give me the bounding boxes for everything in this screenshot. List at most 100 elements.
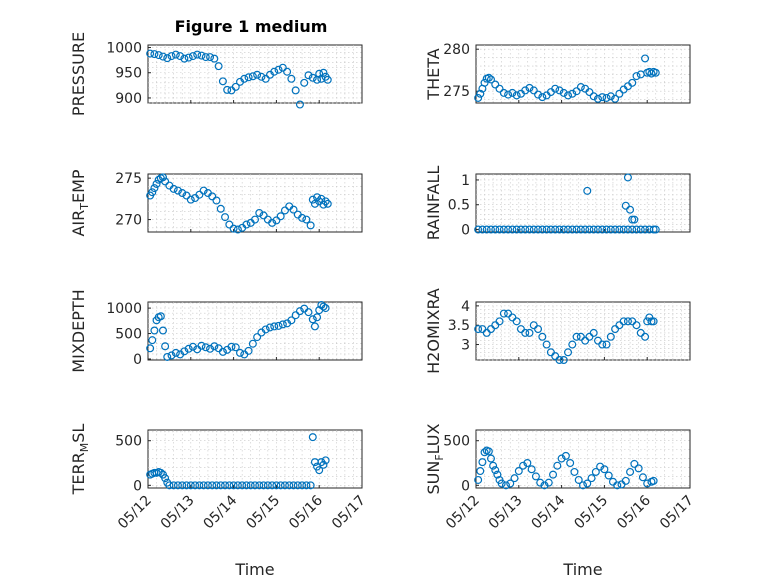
- data-point: [319, 302, 328, 311]
- data-point: [484, 73, 493, 82]
- data-point: [508, 225, 517, 234]
- data-point: [313, 313, 322, 322]
- x-tick-label: 05/16: [614, 492, 654, 532]
- data-point: [574, 475, 583, 484]
- y-axis-label: SUNFLUX: [424, 423, 446, 494]
- data-point: [504, 225, 513, 234]
- data-point: [313, 193, 322, 202]
- data-point: [508, 88, 517, 97]
- data-point: [161, 474, 170, 483]
- data-point: [480, 448, 489, 457]
- data-point: [195, 190, 204, 199]
- data-point: [208, 481, 217, 490]
- data-point: [561, 451, 570, 460]
- data-point: [289, 481, 298, 490]
- data-point: [293, 481, 302, 490]
- y-tick-label: 3.5: [448, 318, 470, 334]
- data-point: [156, 468, 165, 477]
- data-point: [180, 347, 189, 356]
- data-point: [265, 323, 274, 332]
- y-tick-label: 0: [461, 478, 470, 494]
- data-point: [225, 481, 234, 490]
- data-point: [304, 308, 313, 317]
- data-point: [557, 454, 566, 463]
- data-point: [171, 348, 180, 357]
- data-point: [626, 467, 635, 476]
- data-point: [163, 54, 172, 63]
- data-point: [171, 50, 180, 59]
- data-point: [156, 312, 165, 321]
- data-point: [276, 481, 285, 490]
- data-point: [529, 86, 538, 95]
- data-point: [482, 225, 491, 234]
- data-point: [231, 343, 240, 352]
- y-tick-label: 3: [461, 338, 470, 354]
- data-point: [572, 332, 581, 341]
- data-point: [197, 51, 206, 60]
- data-point: [188, 52, 197, 61]
- data-point: [229, 481, 238, 490]
- data-point: [589, 225, 598, 234]
- data-point: [268, 481, 277, 490]
- data-point: [495, 84, 504, 93]
- data-point: [553, 461, 562, 470]
- data-point: [300, 78, 309, 87]
- data-point: [276, 212, 285, 221]
- data-point: [248, 339, 257, 348]
- data-point: [158, 173, 167, 182]
- data-point: [491, 80, 500, 89]
- x-tick-label: 05/13: [486, 493, 526, 533]
- data-point: [628, 215, 637, 224]
- data-point: [578, 481, 587, 490]
- data-point: [199, 481, 208, 490]
- data-point: [651, 68, 660, 77]
- data-point: [632, 321, 641, 330]
- data-point: [298, 481, 307, 490]
- data-point: [480, 78, 489, 87]
- data-point: [566, 459, 575, 468]
- data-point: [474, 325, 483, 334]
- data-point: [180, 54, 189, 63]
- data-point: [512, 91, 521, 100]
- data-point: [199, 186, 208, 195]
- data-point: [291, 86, 300, 95]
- data-point: [315, 466, 324, 475]
- data-point: [285, 481, 294, 490]
- data-point: [564, 91, 573, 100]
- data-point: [244, 73, 253, 82]
- y-tick-label: 0: [133, 478, 142, 494]
- data-point: [169, 481, 178, 490]
- data-point: [173, 186, 182, 195]
- data-point: [632, 72, 641, 81]
- data-point: [306, 481, 315, 490]
- data-point: [321, 304, 330, 313]
- data-point: [310, 322, 319, 331]
- y-tick-label: 500: [115, 434, 142, 450]
- data-point: [619, 317, 628, 326]
- x-tick-label: 05/14: [201, 492, 241, 532]
- data-point: [278, 320, 287, 329]
- data-point: [649, 476, 658, 485]
- subplot-1: 900 950 1000 PRESSURE: [69, 32, 363, 116]
- data-point: [165, 481, 174, 490]
- y-tick-label: 1: [461, 173, 470, 189]
- data-point: [148, 188, 157, 197]
- data-point: [534, 90, 543, 99]
- data-point: [216, 204, 225, 213]
- axes-box: [147, 429, 363, 489]
- data-point: [534, 325, 543, 334]
- x-tick-label: 05/12: [443, 493, 483, 533]
- data-point: [596, 462, 605, 471]
- data-point: [632, 225, 641, 234]
- data-point: [319, 68, 328, 77]
- data-point: [623, 173, 632, 182]
- data-point: [495, 317, 504, 326]
- data-point: [186, 481, 195, 490]
- data-point: [216, 481, 225, 490]
- data-point: [519, 461, 528, 470]
- data-point: [186, 195, 195, 204]
- data-point: [287, 74, 296, 83]
- data-point: [538, 93, 547, 102]
